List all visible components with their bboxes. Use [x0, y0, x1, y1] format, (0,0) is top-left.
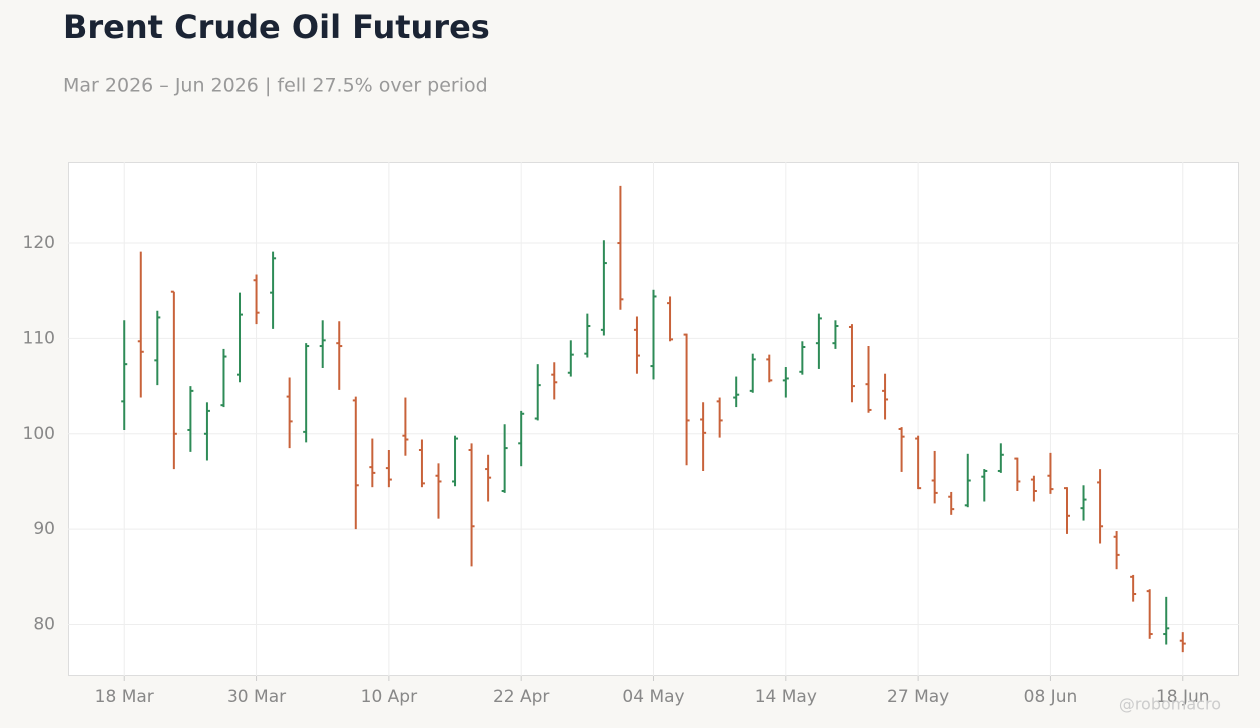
x-tick-label: 18 Mar: [95, 687, 154, 707]
chart-subtitle: Mar 2026 – Jun 2026 | fell 27.5% over pe…: [63, 75, 488, 97]
y-tick-label: 100: [23, 424, 55, 444]
y-tick-label: 80: [33, 615, 55, 635]
x-tick-label: 22 Apr: [493, 687, 549, 707]
x-tick-label: 30 Mar: [227, 687, 286, 707]
x-tick-label: 10 Apr: [361, 687, 417, 707]
y-tick-label: 120: [23, 233, 55, 253]
x-tick-label: 08 Jun: [1024, 687, 1078, 707]
x-tick-label: 27 May: [887, 687, 949, 707]
x-tick-label: 14 May: [755, 687, 817, 707]
y-tick-label: 90: [33, 519, 55, 539]
y-tick-label: 110: [23, 328, 55, 348]
x-tick-label: 04 May: [622, 687, 684, 707]
x-tick-label: 18 Jun: [1156, 687, 1210, 707]
chart-title: Brent Crude Oil Futures: [63, 8, 490, 46]
watermark: @robomacro: [1119, 695, 1221, 714]
